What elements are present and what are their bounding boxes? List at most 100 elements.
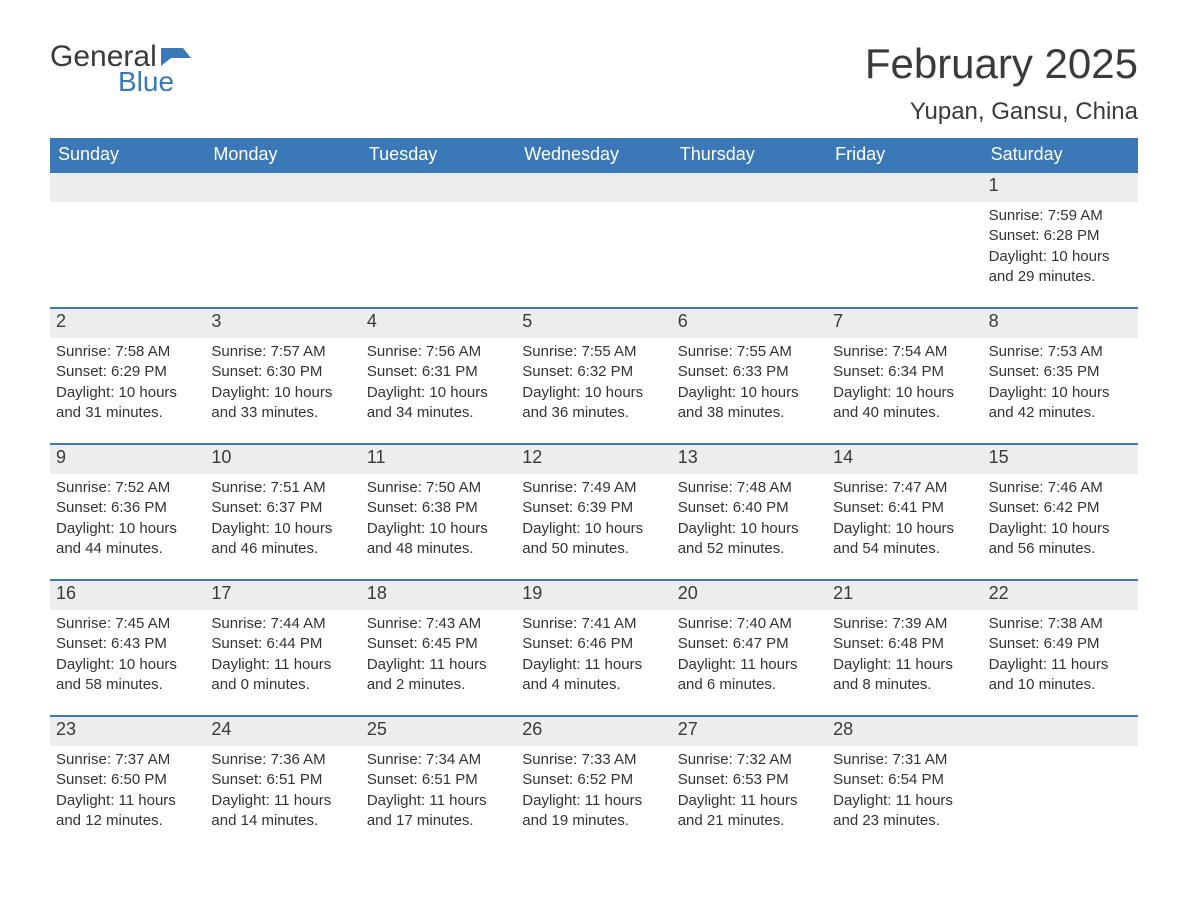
day-cell: Sunrise: 7:59 AMSunset: 6:28 PMDaylight:… bbox=[983, 202, 1138, 299]
sunrise-line: Sunrise: 7:57 AM bbox=[211, 342, 354, 362]
day-number: 7 bbox=[827, 309, 982, 338]
sunset-line: Sunset: 6:37 PM bbox=[211, 498, 354, 518]
day-cell bbox=[50, 202, 205, 299]
week-row: 9101112131415Sunrise: 7:52 AMSunset: 6:3… bbox=[50, 443, 1138, 571]
day-cell: Sunrise: 7:50 AMSunset: 6:38 PMDaylight:… bbox=[361, 474, 516, 571]
sunrise-line: Sunrise: 7:47 AM bbox=[833, 478, 976, 498]
daylight-line: Daylight: 10 hours and 46 minutes. bbox=[211, 519, 354, 560]
day-number: 16 bbox=[50, 581, 205, 610]
calendar: SundayMondayTuesdayWednesdayThursdayFrid… bbox=[50, 138, 1138, 843]
sunset-line: Sunset: 6:51 PM bbox=[367, 770, 510, 790]
sunrise-line: Sunrise: 7:48 AM bbox=[678, 478, 821, 498]
daylight-line: Daylight: 11 hours and 2 minutes. bbox=[367, 655, 510, 696]
daylight-line: Daylight: 10 hours and 34 minutes. bbox=[367, 383, 510, 424]
week-row: 232425262728 Sunrise: 7:37 AMSunset: 6:50… bbox=[50, 715, 1138, 843]
sunrise-line: Sunrise: 7:37 AM bbox=[56, 750, 199, 770]
day-number bbox=[50, 173, 205, 202]
day-number: 15 bbox=[983, 445, 1138, 474]
daylight-line: Daylight: 11 hours and 12 minutes. bbox=[56, 791, 199, 832]
dow-friday: Friday bbox=[827, 138, 982, 171]
day-body-row: Sunrise: 7:59 AMSunset: 6:28 PMDaylight:… bbox=[50, 202, 1138, 299]
sunset-line: Sunset: 6:50 PM bbox=[56, 770, 199, 790]
week-row: 2345678Sunrise: 7:58 AMSunset: 6:29 PMDa… bbox=[50, 307, 1138, 435]
sunrise-line: Sunrise: 7:39 AM bbox=[833, 614, 976, 634]
sunrise-line: Sunrise: 7:56 AM bbox=[367, 342, 510, 362]
daylight-line: Daylight: 11 hours and 6 minutes. bbox=[678, 655, 821, 696]
day-number: 19 bbox=[516, 581, 671, 610]
day-number: 20 bbox=[672, 581, 827, 610]
day-number: 10 bbox=[205, 445, 360, 474]
day-cell: Sunrise: 7:58 AMSunset: 6:29 PMDaylight:… bbox=[50, 338, 205, 435]
day-number: 17 bbox=[205, 581, 360, 610]
day-number: 22 bbox=[983, 581, 1138, 610]
day-cell bbox=[516, 202, 671, 299]
day-number: 9 bbox=[50, 445, 205, 474]
day-cell: Sunrise: 7:46 AMSunset: 6:42 PMDaylight:… bbox=[983, 474, 1138, 571]
daylight-line: Daylight: 10 hours and 33 minutes. bbox=[211, 383, 354, 424]
week-row: 1Sunrise: 7:59 AMSunset: 6:28 PMDaylight… bbox=[50, 171, 1138, 299]
daynum-strip: 16171819202122 bbox=[50, 581, 1138, 610]
day-number bbox=[205, 173, 360, 202]
daylight-line: Daylight: 11 hours and 0 minutes. bbox=[211, 655, 354, 696]
sunrise-line: Sunrise: 7:46 AM bbox=[989, 478, 1132, 498]
day-number: 21 bbox=[827, 581, 982, 610]
sunset-line: Sunset: 6:42 PM bbox=[989, 498, 1132, 518]
day-number bbox=[361, 173, 516, 202]
sunset-line: Sunset: 6:30 PM bbox=[211, 362, 354, 382]
day-cell: Sunrise: 7:41 AMSunset: 6:46 PMDaylight:… bbox=[516, 610, 671, 707]
dow-tuesday: Tuesday bbox=[361, 138, 516, 171]
daylight-line: Daylight: 11 hours and 17 minutes. bbox=[367, 791, 510, 832]
day-number bbox=[983, 717, 1138, 746]
sunset-line: Sunset: 6:39 PM bbox=[522, 498, 665, 518]
day-number bbox=[516, 173, 671, 202]
day-number: 5 bbox=[516, 309, 671, 338]
day-cell: Sunrise: 7:39 AMSunset: 6:48 PMDaylight:… bbox=[827, 610, 982, 707]
daynum-strip: 232425262728 bbox=[50, 717, 1138, 746]
day-number bbox=[827, 173, 982, 202]
header: General Blue February 2025 Yupan, Gansu,… bbox=[50, 40, 1138, 126]
sunset-line: Sunset: 6:44 PM bbox=[211, 634, 354, 654]
daylight-line: Daylight: 10 hours and 31 minutes. bbox=[56, 383, 199, 424]
sunrise-line: Sunrise: 7:45 AM bbox=[56, 614, 199, 634]
day-cell: Sunrise: 7:53 AMSunset: 6:35 PMDaylight:… bbox=[983, 338, 1138, 435]
day-cell: Sunrise: 7:48 AMSunset: 6:40 PMDaylight:… bbox=[672, 474, 827, 571]
sunset-line: Sunset: 6:45 PM bbox=[367, 634, 510, 654]
sunset-line: Sunset: 6:38 PM bbox=[367, 498, 510, 518]
month-title: February 2025 bbox=[865, 40, 1138, 88]
sunrise-line: Sunrise: 7:58 AM bbox=[56, 342, 199, 362]
day-number: 3 bbox=[205, 309, 360, 338]
daylight-line: Daylight: 11 hours and 23 minutes. bbox=[833, 791, 976, 832]
sunset-line: Sunset: 6:29 PM bbox=[56, 362, 199, 382]
day-number: 18 bbox=[361, 581, 516, 610]
sunset-line: Sunset: 6:43 PM bbox=[56, 634, 199, 654]
sunset-line: Sunset: 6:48 PM bbox=[833, 634, 976, 654]
day-number: 13 bbox=[672, 445, 827, 474]
day-number: 1 bbox=[983, 173, 1138, 202]
daylight-line: Daylight: 10 hours and 40 minutes. bbox=[833, 383, 976, 424]
daylight-line: Daylight: 10 hours and 48 minutes. bbox=[367, 519, 510, 560]
dow-sunday: Sunday bbox=[50, 138, 205, 171]
day-body-row: Sunrise: 7:45 AMSunset: 6:43 PM Daylight:… bbox=[50, 610, 1138, 707]
day-cell: Sunrise: 7:57 AMSunset: 6:30 PMDaylight:… bbox=[205, 338, 360, 435]
sunset-line: Sunset: 6:40 PM bbox=[678, 498, 821, 518]
day-cell: Sunrise: 7:34 AMSunset: 6:51 PMDaylight:… bbox=[361, 746, 516, 843]
sunrise-line: Sunrise: 7:51 AM bbox=[211, 478, 354, 498]
day-cell bbox=[827, 202, 982, 299]
day-number: 25 bbox=[361, 717, 516, 746]
day-cell: Sunrise: 7:43 AMSunset: 6:45 PMDaylight:… bbox=[361, 610, 516, 707]
day-number: 26 bbox=[516, 717, 671, 746]
sunrise-line: Sunrise: 7:53 AM bbox=[989, 342, 1132, 362]
daylight-line: Daylight: 11 hours and 4 minutes. bbox=[522, 655, 665, 696]
logo-word-blue: Blue bbox=[118, 66, 174, 98]
day-cell: Sunrise: 7:51 AMSunset: 6:37 PMDaylight:… bbox=[205, 474, 360, 571]
sunrise-line: Sunrise: 7:50 AM bbox=[367, 478, 510, 498]
dow-monday: Monday bbox=[205, 138, 360, 171]
day-of-week-header: SundayMondayTuesdayWednesdayThursdayFrid… bbox=[50, 138, 1138, 171]
sunrise-line: Sunrise: 7:49 AM bbox=[522, 478, 665, 498]
day-cell: Sunrise: 7:55 AMSunset: 6:32 PMDaylight:… bbox=[516, 338, 671, 435]
daylight-line: Daylight: 10 hours and 54 minutes. bbox=[833, 519, 976, 560]
day-cell: Sunrise: 7:45 AMSunset: 6:43 PMDaylight:… bbox=[50, 610, 205, 707]
daynum-strip: 9101112131415 bbox=[50, 445, 1138, 474]
sunrise-line: Sunrise: 7:38 AM bbox=[989, 614, 1132, 634]
day-number: 14 bbox=[827, 445, 982, 474]
